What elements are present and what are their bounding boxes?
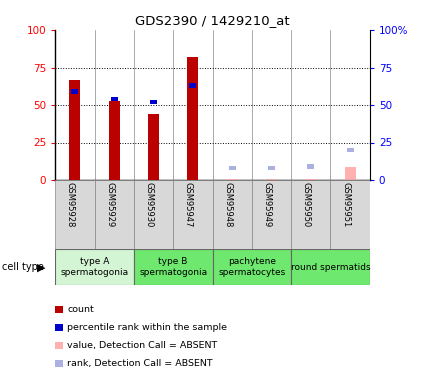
Bar [305, 178, 316, 180]
Text: GSM95928: GSM95928 [66, 182, 75, 228]
Text: type A
spermatogonia: type A spermatogonia [60, 257, 129, 277]
Text: GSM95949: GSM95949 [263, 182, 272, 227]
Text: GSM95951: GSM95951 [341, 182, 350, 227]
Bar [134, 180, 173, 249]
Bar [266, 178, 277, 180]
Text: percentile rank within the sample: percentile rank within the sample [67, 323, 227, 332]
Bar [227, 178, 238, 180]
Bar [291, 180, 331, 249]
Bar [345, 166, 356, 180]
Bar [346, 148, 354, 152]
Bar [291, 249, 370, 285]
Text: GSM95947: GSM95947 [184, 182, 193, 228]
Bar [212, 180, 252, 249]
Bar [55, 180, 94, 249]
Bar [69, 80, 80, 180]
Bar [331, 180, 370, 249]
Text: value, Detection Call = ABSENT: value, Detection Call = ABSENT [67, 341, 218, 350]
Title: GDS2390 / 1429210_at: GDS2390 / 1429210_at [135, 15, 290, 27]
Bar [189, 83, 196, 88]
Text: type B
spermatogonia: type B spermatogonia [139, 257, 207, 277]
Text: cell type: cell type [2, 262, 44, 272]
Text: GSM95948: GSM95948 [223, 182, 232, 228]
Bar [134, 249, 212, 285]
Bar [173, 180, 212, 249]
Text: pachytene
spermatocytes: pachytene spermatocytes [218, 257, 286, 277]
Text: GSM95950: GSM95950 [302, 182, 311, 227]
Bar [55, 249, 134, 285]
Text: round spermatids: round spermatids [291, 262, 370, 272]
Text: GSM95929: GSM95929 [105, 182, 114, 227]
Text: count: count [67, 305, 94, 314]
Bar [212, 249, 291, 285]
Bar [150, 100, 157, 104]
Bar [307, 164, 314, 169]
Bar [229, 166, 236, 170]
Text: GSM95930: GSM95930 [144, 182, 153, 228]
Bar [94, 180, 134, 249]
Bar [71, 89, 79, 94]
Bar [252, 180, 291, 249]
Bar [268, 166, 275, 170]
Bar [109, 100, 120, 180]
Bar [148, 114, 159, 180]
Bar [110, 97, 118, 101]
Bar [187, 57, 198, 180]
Text: ▶: ▶ [37, 262, 45, 272]
Text: rank, Detection Call = ABSENT: rank, Detection Call = ABSENT [67, 359, 213, 368]
